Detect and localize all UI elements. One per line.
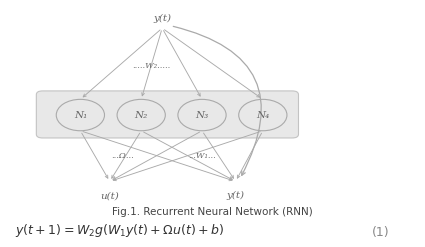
Text: N₄: N₄ (256, 111, 269, 120)
Text: N₂: N₂ (135, 111, 148, 120)
Text: .....W₂.....: .....W₂..... (133, 62, 171, 70)
Text: ...Ω...: ...Ω... (111, 152, 134, 160)
Text: ...W₁...: ...W₁... (188, 152, 216, 160)
Text: u(t): u(t) (100, 191, 119, 200)
Text: (1): (1) (372, 226, 390, 239)
Text: Fig.1. Recurrent Neural Network (RNN): Fig.1. Recurrent Neural Network (RNN) (112, 207, 313, 217)
Ellipse shape (239, 99, 287, 131)
Text: N₁: N₁ (74, 111, 87, 120)
FancyBboxPatch shape (36, 91, 298, 138)
Ellipse shape (117, 99, 165, 131)
Text: $y(t+1) = W_2g(W_1y(t) + \Omega u(t) + b)$: $y(t+1) = W_2g(W_1y(t) + \Omega u(t) + b… (15, 222, 224, 239)
Text: N₃: N₃ (196, 111, 209, 120)
Ellipse shape (178, 99, 226, 131)
Ellipse shape (56, 99, 105, 131)
Text: y(t): y(t) (153, 14, 171, 23)
Text: y(t): y(t) (227, 191, 244, 200)
